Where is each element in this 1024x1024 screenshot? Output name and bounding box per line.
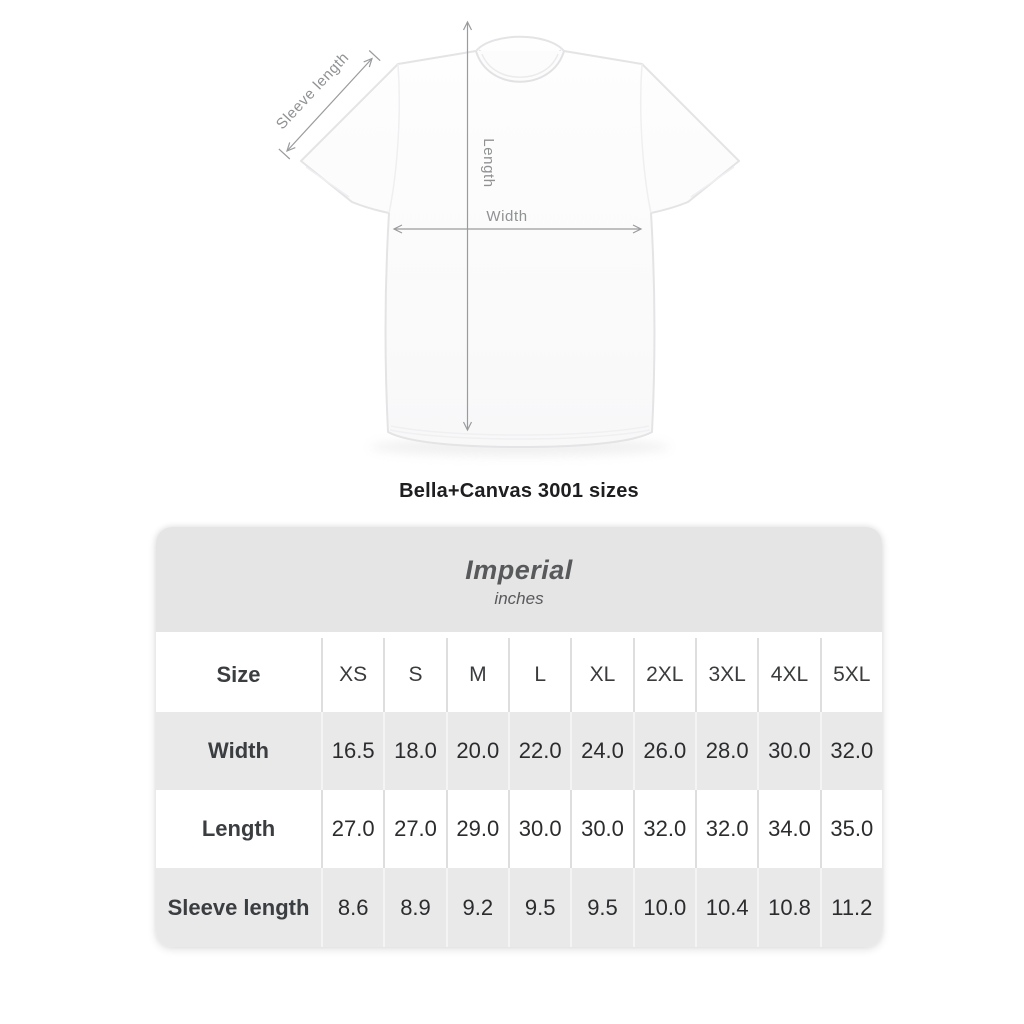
col-header-xl: XL [570,638,632,712]
sleeve-l: 9.5 [507,868,570,947]
sleeve-3xl: 10.4 [694,868,757,947]
table-header-band: Imperial inches [156,527,882,632]
sleeve-length-arrow [278,50,381,160]
sleeve-xl: 9.5 [570,868,632,947]
tshirt-collar-outer [475,50,565,83]
row-label-sleeve-length: Sleeve length [167,894,310,920]
row-label-length: Length [201,816,276,841]
tshirt-cuff-stitch-left [305,166,350,198]
length-3xl: 32.0 [694,790,757,868]
tshirt-measurement-diagram: Sleeve length Length Width [273,20,740,456]
row-label-width: Width [208,738,269,763]
length-l: 30.0 [507,790,570,868]
width-l: 22.0 [507,712,570,790]
unit-name-subheading: inches [494,588,544,608]
length-5xl: 35.0 [819,790,882,868]
width-m: 20.0 [445,712,508,790]
row-header-size: Size [216,662,261,687]
col-header-3xl: 3XL [694,638,757,712]
tshirt-graphic [300,35,740,448]
width-2xl: 26.0 [632,712,695,790]
length-xl: 30.0 [570,790,632,868]
size-table-card: Imperial inches Size XS S M L XL 2XL 3XL… [156,527,882,947]
table-row-width: Width 16.5 18.0 20.0 22.0 24.0 26.0 28.0… [156,712,882,790]
length-4xl: 34.0 [757,790,819,868]
tshirt-sleeve-seam-right [639,63,652,214]
width-xs: 16.5 [321,712,383,790]
tshirt-hem-stitch [389,425,651,440]
table-row-length: Length 27.0 27.0 29.0 30.0 30.0 32.0 32.… [156,790,882,868]
tshirt-sleeve-seam-left [388,63,401,214]
tshirt-cuff-stitch-right [690,166,735,198]
sleeve-xs: 8.6 [321,868,383,947]
sleeve-4xl: 10.8 [757,868,819,947]
width-4xl: 30.0 [757,712,819,790]
length-2xl: 32.0 [632,790,695,868]
length-xs: 27.0 [321,790,383,868]
col-header-xs: XS [321,638,383,712]
col-header-l: L [507,638,570,712]
col-header-4xl: 4XL [757,638,819,712]
header-divider [156,632,882,638]
unit-system-heading: Imperial [465,554,573,585]
sleeve-2xl: 10.0 [632,868,695,947]
length-m: 29.0 [445,790,508,868]
col-header-s: S [383,638,445,712]
tshirt-collar-inner [481,53,559,78]
table-row-size: Size XS S M L XL 2XL 3XL 4XL 5XL [156,638,882,712]
page-title: Bella+Canvas 3001 sizes [399,480,639,502]
col-header-5xl: 5XL [819,638,882,712]
table-row-sleeve-length: Sleeve length 8.6 8.9 9.2 9.5 9.5 10.0 1… [156,868,882,947]
col-header-2xl: 2XL [632,638,695,712]
width-s: 18.0 [383,712,445,790]
length-label: Length [480,138,497,187]
width-xl: 24.0 [570,712,632,790]
length-arrow [462,20,473,432]
width-5xl: 32.0 [819,712,882,790]
sleeve-s: 8.9 [383,868,445,947]
width-label: Width [486,208,527,225]
length-s: 27.0 [383,790,445,868]
sleeve-5xl: 11.2 [819,868,882,947]
width-arrow [392,224,643,234]
width-3xl: 28.0 [694,712,757,790]
sleeve-m: 9.2 [445,868,508,947]
col-header-m: M [445,638,508,712]
